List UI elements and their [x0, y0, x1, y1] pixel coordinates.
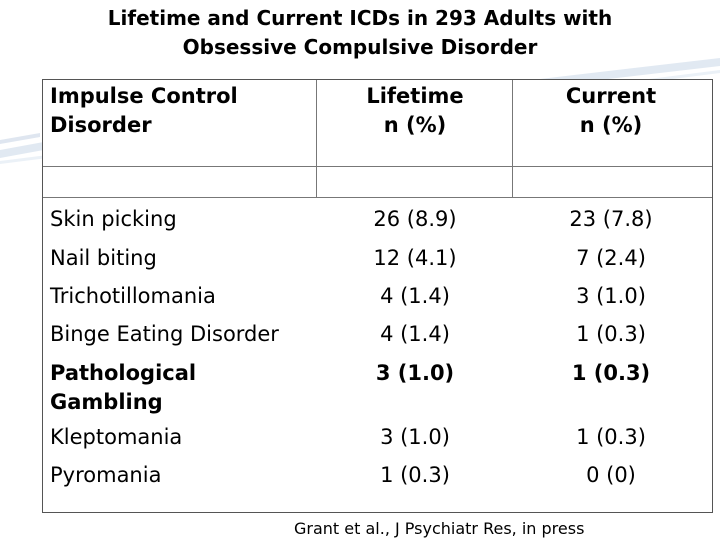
- row-pyromania-lifetime: 1 (0.3): [380, 463, 450, 487]
- row-nail-biting-lifetime: 12 (4.1): [373, 246, 457, 270]
- row-kleptomania-name: Kleptomania: [50, 425, 183, 449]
- row-nail-biting-current: 7 (2.4): [576, 246, 646, 270]
- row-nail-biting-name: Nail biting: [50, 246, 157, 270]
- header-current: Current n (%): [513, 82, 709, 140]
- header-rule-1: [43, 166, 712, 167]
- row-trichotillomania-current: 3 (1.0): [576, 284, 646, 308]
- title-line-2: Obsessive Compulsive Disorder: [182, 35, 538, 59]
- row-pathological-gambling-current: 1 (0.3): [571, 361, 651, 385]
- row-pyromania-current: 0 (0): [586, 463, 636, 487]
- header-lifetime-line2: n (%): [383, 113, 447, 137]
- row-pathological-gambling-name-line1: Pathological: [50, 361, 197, 385]
- header-lifetime-line1: Lifetime: [366, 84, 464, 108]
- header-rule-2: [43, 197, 712, 198]
- header-lifetime: Lifetime n (%): [317, 82, 513, 140]
- row-binge-eating-current: 1 (0.3): [576, 322, 646, 346]
- header-disorder-line1: Impulse Control: [50, 84, 238, 108]
- title-line-1: Lifetime and Current ICDs in 293 Adults …: [107, 6, 613, 30]
- header-divider-2: [512, 80, 513, 198]
- row-binge-eating-name: Binge Eating Disorder: [50, 322, 279, 346]
- header-current-line2: n (%): [579, 113, 643, 137]
- row-kleptomania-current: 1 (0.3): [576, 425, 646, 449]
- row-pyromania-name: Pyromania: [50, 463, 162, 487]
- source-citation: Grant et al., J Psychiatr Res, in press: [294, 519, 585, 538]
- row-pathological-gambling-lifetime: 3 (1.0): [375, 361, 455, 385]
- header-disorder-line2: Disorder: [50, 113, 152, 137]
- header-current-line1: Current: [565, 84, 657, 108]
- row-trichotillomania-lifetime: 4 (1.4): [380, 284, 450, 308]
- row-skin-picking-lifetime: 26 (8.9): [373, 207, 457, 231]
- row-pathological-gambling-name: Pathological Gambling: [50, 359, 196, 417]
- header-divider-1: [316, 80, 317, 198]
- slide-title: Lifetime and Current ICDs in 293 Adults …: [0, 4, 720, 62]
- row-trichotillomania-name: Trichotillomania: [50, 284, 216, 308]
- row-pathological-gambling-name-line2: Gambling: [50, 390, 163, 414]
- row-kleptomania-lifetime: 3 (1.0): [380, 425, 450, 449]
- header-disorder: Impulse Control Disorder: [50, 82, 238, 140]
- icd-table: Impulse Control Disorder Lifetime n (%) …: [42, 79, 713, 513]
- row-skin-picking-current: 23 (7.8): [569, 207, 653, 231]
- row-skin-picking-name: Skin picking: [50, 207, 177, 231]
- row-binge-eating-lifetime: 4 (1.4): [380, 322, 450, 346]
